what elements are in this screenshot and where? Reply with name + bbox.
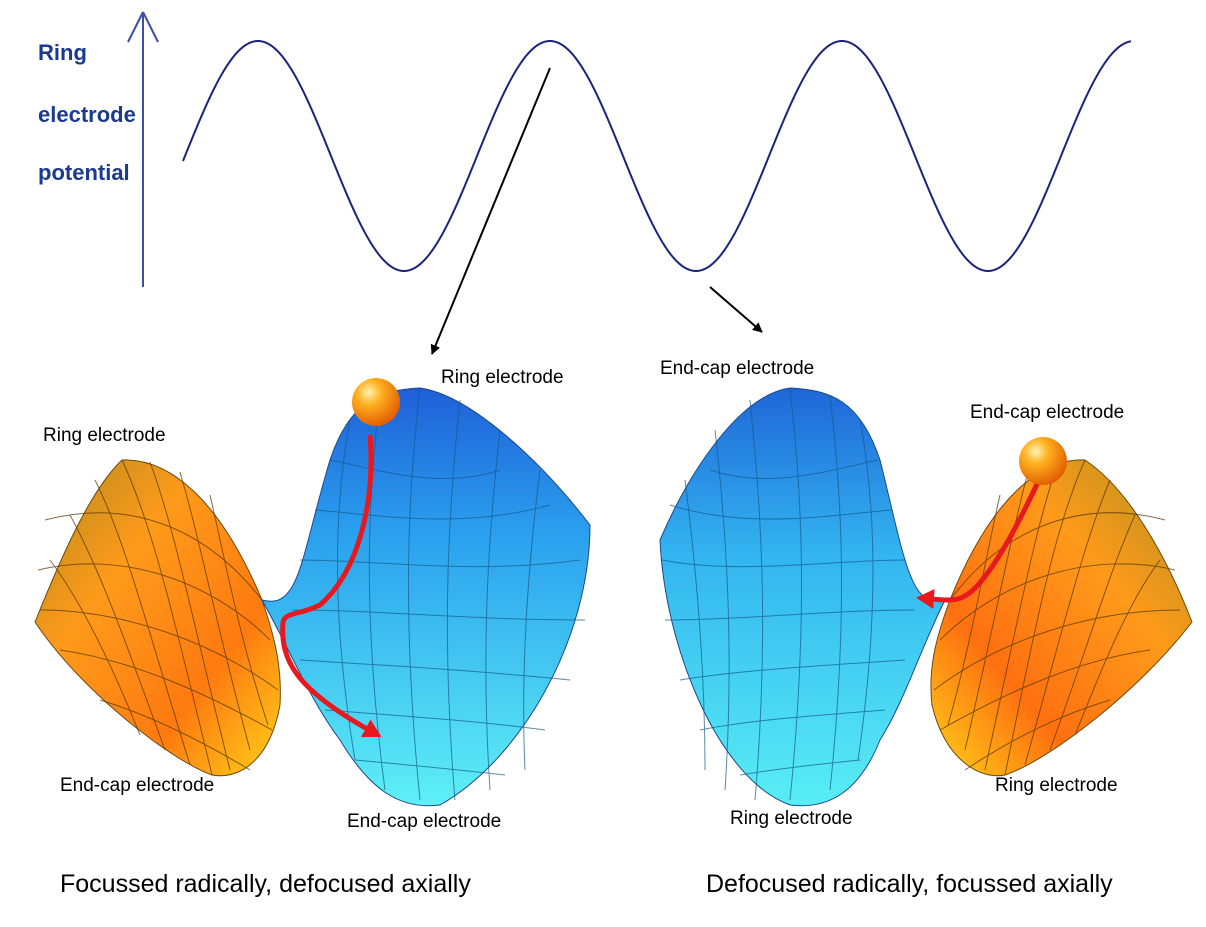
left-caption: Focussed radically, defocused axially <box>60 870 471 898</box>
axis-label-line1: Ring <box>38 40 87 65</box>
right-caption: Defocused radically, focussed axially <box>706 870 1113 898</box>
left-top-left-label: Ring electrode <box>43 425 166 446</box>
right-top-right-label: End-cap electrode <box>970 402 1125 423</box>
left-saddle-surface <box>34 387 591 807</box>
right-bottom-left-label: Ring electrode <box>730 808 853 829</box>
potential-axis <box>127 11 159 287</box>
trajectory-right-arrow <box>916 476 1043 609</box>
ion-ball-left <box>352 378 400 426</box>
pointer-arrow-right <box>709 286 763 333</box>
axis-label-line3: potential <box>38 160 130 185</box>
pointer-arrow-left <box>430 67 551 355</box>
right-saddle-surface <box>659 387 1193 807</box>
left-bottom-left-label: End-cap electrode <box>60 775 215 796</box>
right-top-left-label: End-cap electrode <box>660 358 815 379</box>
ion-ball-right <box>1019 437 1067 485</box>
ring-potential-wave <box>182 40 1132 272</box>
axis-label-line2: electrode <box>38 102 136 127</box>
trajectory-left-arrow <box>280 434 382 738</box>
left-top-right-label: Ring electrode <box>441 367 564 388</box>
left-bottom-right-label: End-cap electrode <box>347 811 502 832</box>
right-bottom-right-label: Ring electrode <box>995 775 1118 796</box>
